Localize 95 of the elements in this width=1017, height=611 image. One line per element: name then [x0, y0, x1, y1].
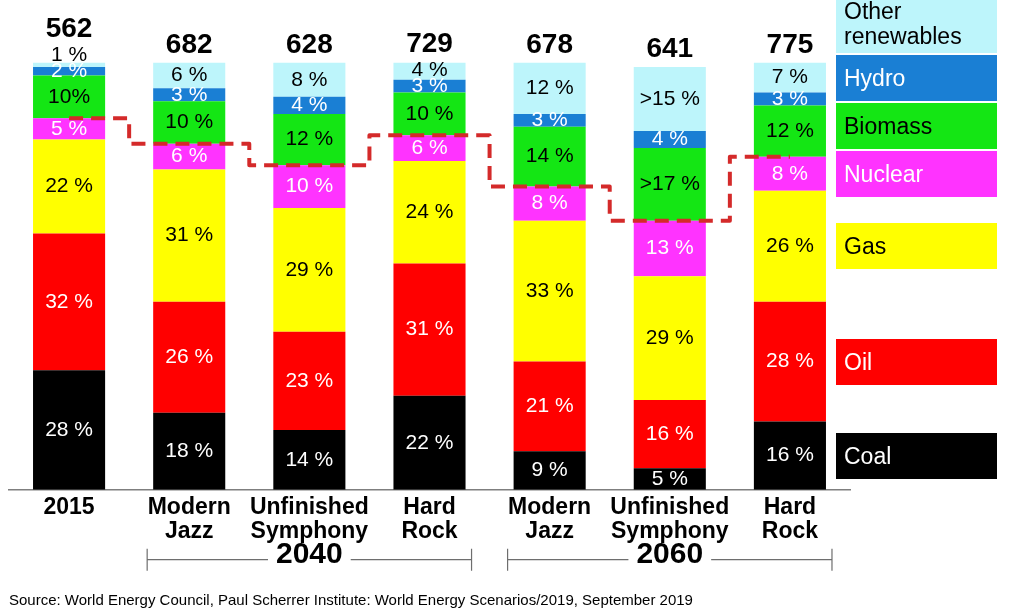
legend-swatch: Other renewables	[836, 0, 997, 53]
data-label: 10 %	[285, 173, 334, 197]
data-label: 12 %	[765, 117, 814, 141]
data-label: 29 %	[285, 256, 334, 280]
data-label: 10%	[48, 83, 91, 107]
series-label: Biomass	[843, 111, 934, 141]
x-tick-label: 2015	[43, 493, 95, 520]
bar	[153, 412, 226, 490]
data-label: 4 %	[291, 92, 328, 116]
annotation: 682	[165, 27, 213, 59]
bar	[393, 160, 466, 264]
legend-swatch: Coal	[836, 433, 997, 479]
x-tick-label: Modern Jazz	[508, 493, 592, 544]
data-label: >15 %	[639, 85, 700, 109]
x-tick-label: Hard Rock	[761, 493, 819, 544]
bar	[513, 451, 586, 490]
data-label: 21 %	[525, 393, 574, 417]
data-label: 4 %	[651, 126, 688, 150]
bar	[33, 139, 106, 234]
bar	[753, 105, 826, 157]
annotation: 628	[286, 27, 333, 59]
data-label: 8 %	[291, 66, 328, 90]
data-label: >17 %	[639, 171, 700, 195]
legend-swatch: Gas	[836, 223, 997, 269]
data-label: 24 %	[405, 198, 454, 222]
data-label: 16 %	[645, 420, 694, 444]
data-label: 8 %	[531, 190, 568, 214]
bar	[393, 395, 466, 490]
data-label: 10 %	[165, 109, 214, 133]
data-label: 26 %	[765, 233, 814, 257]
annotation: 562	[45, 12, 93, 44]
data-label: 16 %	[765, 442, 814, 466]
annotation: 729	[406, 27, 453, 59]
bar	[633, 276, 706, 401]
data-label: 29 %	[645, 324, 694, 348]
bar	[153, 169, 226, 302]
data-label: 6 %	[171, 143, 208, 167]
bar	[753, 421, 826, 490]
data-label: 28 %	[45, 416, 94, 440]
series-label: Coal	[843, 441, 893, 471]
bar	[633, 66, 706, 132]
bar	[633, 400, 706, 469]
data-label: 22 %	[405, 429, 454, 453]
legend-swatch: Oil	[836, 339, 997, 385]
x-tick-label: Modern Jazz	[147, 493, 231, 544]
data-label: 3 %	[771, 85, 809, 109]
annotation: 641	[646, 31, 694, 63]
source-note: Source: World Energy Council, Paul Scherrer Institute: World Energy Scenarios/2019, September 2019	[9, 591, 693, 609]
bar	[153, 301, 226, 413]
data-label: 28 %	[765, 348, 814, 372]
data-label: 6 %	[411, 134, 448, 158]
bar	[273, 429, 346, 490]
data-label: 14 %	[285, 446, 334, 470]
data-label: 22 %	[45, 173, 94, 197]
data-label: 23 %	[285, 367, 334, 391]
bar	[513, 361, 586, 452]
bar	[513, 220, 586, 362]
bar	[33, 233, 106, 371]
data-label: 12 %	[525, 75, 574, 99]
data-label: 32 %	[45, 288, 94, 312]
bar	[753, 301, 826, 422]
data-label: 14 %	[525, 143, 574, 167]
legend-swatch: Nuclear	[836, 151, 997, 197]
annotation: 678	[526, 27, 573, 59]
data-label: 31 %	[165, 222, 214, 246]
annotation: 775	[766, 27, 814, 59]
data-label: 12 %	[285, 126, 334, 150]
bar	[273, 207, 346, 332]
data-label: 5 %	[651, 465, 688, 489]
data-label: 10 %	[405, 100, 454, 124]
data-label: 26 %	[165, 344, 214, 368]
data-label: 31 %	[405, 316, 454, 340]
series-label: Gas	[843, 231, 888, 261]
data-label: 7 %	[771, 64, 809, 88]
bar	[273, 62, 346, 97]
x-tick-label: Hard Rock	[401, 493, 458, 544]
data-label: 8 %	[771, 160, 809, 184]
bar	[33, 370, 106, 490]
data-label: 5 %	[50, 115, 88, 139]
bar	[393, 263, 466, 396]
data-label: 33 %	[525, 277, 574, 301]
legend-swatch: Hydro	[836, 55, 997, 101]
data-label: 13 %	[645, 235, 694, 259]
series-label: Oil	[843, 347, 874, 377]
series-label: Nuclear	[843, 159, 925, 189]
series-label: Hydro	[843, 63, 907, 93]
data-label: 18 %	[165, 438, 214, 462]
bar	[513, 62, 586, 114]
data-label: 3 %	[531, 107, 568, 131]
bar	[273, 331, 346, 430]
bar	[753, 190, 826, 302]
data-label: 9 %	[531, 457, 568, 481]
legend-swatch: Biomass	[836, 103, 997, 149]
bar	[513, 126, 586, 187]
bar	[633, 148, 706, 221]
